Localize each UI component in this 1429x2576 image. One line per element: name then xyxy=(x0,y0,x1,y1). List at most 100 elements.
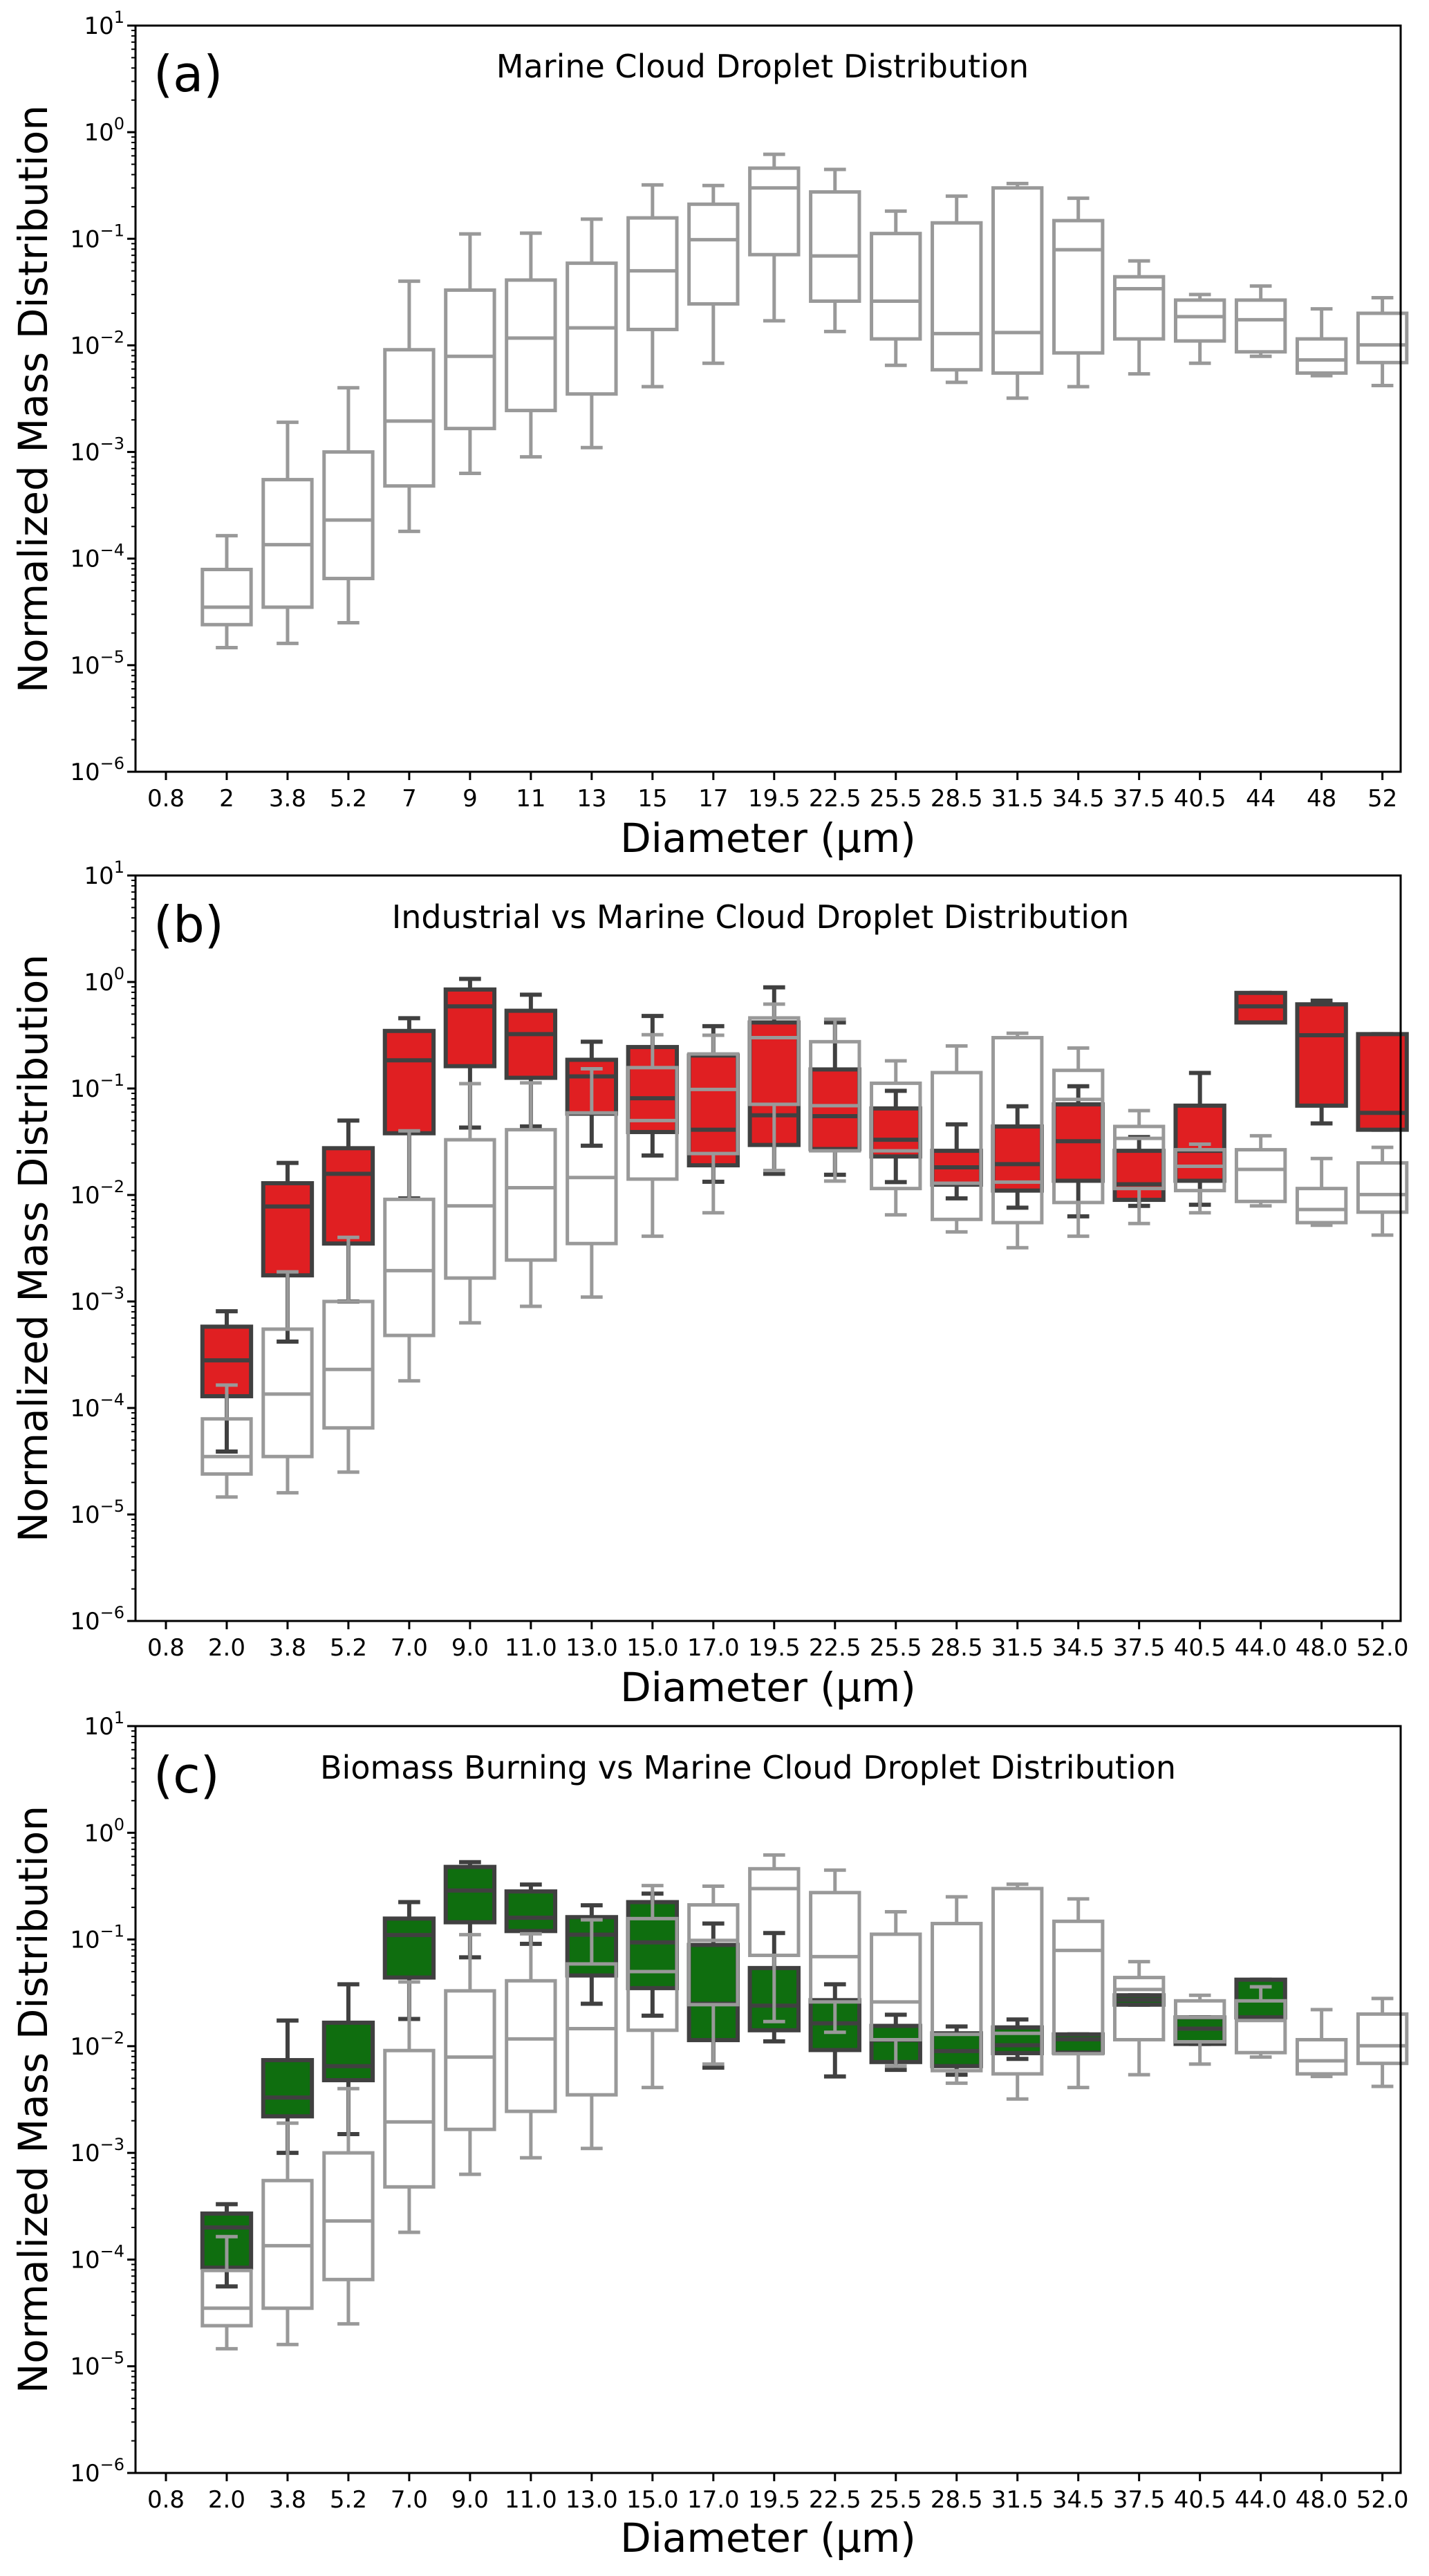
box-iqr xyxy=(991,2025,1044,2055)
box-iqr xyxy=(443,987,497,1068)
box-industrial-22.5 xyxy=(808,1020,861,1177)
box-iqr xyxy=(1234,298,1287,354)
box-marine-44.0 xyxy=(1234,1133,1287,1208)
box-marine-9.0 xyxy=(444,1082,496,1325)
box-iqr xyxy=(809,1039,861,1153)
y-tick-base: 10 xyxy=(70,2353,100,2381)
y-tick-base: 10 xyxy=(84,1819,113,1847)
y-tick-label: 101 xyxy=(84,858,124,890)
panel-c: (c) Biomass Burning vs Marine Cloud Drop… xyxy=(10,1746,1176,2561)
x-tick-label: 11.0 xyxy=(505,1634,557,1662)
y-tick-base: 10 xyxy=(70,225,100,253)
box-marine-31.5 xyxy=(991,1031,1044,1250)
x-tick-label: 2.0 xyxy=(208,1634,245,1662)
x-tick-label: 48.0 xyxy=(1296,1634,1348,1662)
box-iqr xyxy=(321,2020,375,2083)
box-iqr xyxy=(931,1922,983,2073)
box-iqr xyxy=(505,1128,557,1262)
box-iqr xyxy=(322,450,375,581)
box-iqr xyxy=(1295,1002,1348,1108)
y-tick-exponent: −4 xyxy=(100,2241,124,2261)
box-marine-9.0 xyxy=(444,1933,496,2176)
box-iqr xyxy=(261,1180,315,1278)
x-tick-label: 2.0 xyxy=(208,2486,245,2514)
y-tick-exponent: −1 xyxy=(100,221,124,240)
box-marine-22.5 xyxy=(809,1017,861,1183)
y-tick-base: 10 xyxy=(84,1713,113,1741)
box-marine-17.0 xyxy=(687,1033,740,1215)
y-tick-label: 100 xyxy=(84,114,124,147)
box-marine-28.5 xyxy=(931,194,983,384)
box-iqr xyxy=(322,1299,375,1430)
y-tick-base: 10 xyxy=(70,2460,100,2487)
x-tick-label: 31.5 xyxy=(991,785,1044,813)
x-tick-label: 5.2 xyxy=(330,1634,367,1662)
x-tick-label: 15.0 xyxy=(626,2486,679,2514)
x-tick-label: 0.8 xyxy=(147,1634,185,1662)
box-marine-22.5 xyxy=(809,1868,861,2035)
box-marine-11 xyxy=(505,231,557,459)
box-iqr xyxy=(748,1866,801,1958)
x-tick-label: 13.0 xyxy=(566,2486,618,2514)
box-iqr xyxy=(991,1036,1044,1225)
x-tick-label: 48 xyxy=(1307,785,1336,813)
box-marine-37.5 xyxy=(1112,1109,1166,1225)
y-tick-exponent: 1 xyxy=(114,858,124,877)
box-iqr xyxy=(444,1989,496,2131)
box-marine-2 xyxy=(200,534,253,650)
panel-c-ylabel: Normalized Mass Distribution xyxy=(10,1806,57,2393)
box-iqr xyxy=(383,2048,436,2189)
box-industrial-31.5 xyxy=(991,1104,1044,1210)
x-tick-label: 5.2 xyxy=(330,2486,367,2514)
panel-b-ylabel: Normalized Mass Distribution xyxy=(10,954,57,1542)
y-tick-label: 10−5 xyxy=(70,647,124,680)
box-iqr xyxy=(626,216,679,331)
box-marine-40.5 xyxy=(1173,1142,1226,1215)
y-tick-label: 101 xyxy=(84,1708,124,1741)
x-tick-label: 52.0 xyxy=(1356,2486,1409,2514)
box-marine-48 xyxy=(1295,307,1348,378)
box-marine-34.5 xyxy=(1052,1897,1105,2090)
box-industrial-28.5 xyxy=(930,1122,983,1201)
box-marine-5.2 xyxy=(322,1235,375,1474)
x-tick-label: 17.0 xyxy=(687,1634,740,1662)
box-iqr xyxy=(1234,1148,1287,1203)
x-tick-label: 5.2 xyxy=(330,785,367,813)
box-iqr xyxy=(687,1053,740,1168)
y-tick-base: 10 xyxy=(70,2033,100,2061)
x-tick-label: 25.5 xyxy=(870,1634,922,1662)
x-tick-label: 3.8 xyxy=(269,2486,306,2514)
box-industrial-3.8 xyxy=(261,1160,315,1344)
y-tick-exponent: 1 xyxy=(114,8,124,27)
box-marine-25.5 xyxy=(870,1059,922,1217)
box-iqr xyxy=(200,567,253,627)
box-iqr xyxy=(505,278,557,413)
x-tick-label: 19.5 xyxy=(748,1634,801,1662)
box-marine-3.8 xyxy=(261,2121,314,2346)
box-marine-48.0 xyxy=(1295,1156,1348,1227)
box-marine-9 xyxy=(444,232,496,476)
box-marine-37.5 xyxy=(1112,259,1166,376)
box-marine-52 xyxy=(1356,296,1409,388)
x-tick-label: 52 xyxy=(1367,785,1397,813)
y-tick-label: 10−4 xyxy=(70,1390,124,1423)
box-biomass-34.5 xyxy=(1052,2032,1105,2055)
box-biomass-9.0 xyxy=(443,1860,497,1960)
x-tick-label: 2 xyxy=(219,785,234,813)
y-tick-label: 10−2 xyxy=(70,2028,124,2061)
panel-c-title: Biomass Burning vs Marine Cloud Droplet … xyxy=(320,1749,1176,1786)
y-tick-exponent: −5 xyxy=(100,2348,124,2368)
box-biomass-37.5 xyxy=(1112,1993,1166,2007)
x-tick-label: 9 xyxy=(463,785,478,813)
box-marine-2.0 xyxy=(200,1383,253,1499)
y-tick-label: 10−6 xyxy=(70,2455,124,2487)
box-marine-40.5 xyxy=(1173,293,1226,365)
x-tick-label: 15 xyxy=(637,785,667,813)
y-tick-exponent: −3 xyxy=(100,2135,124,2154)
box-marine-13.0 xyxy=(566,1918,618,2151)
box-iqr xyxy=(1112,1976,1166,2041)
panel-b-xlabel: Diameter (μm) xyxy=(620,1664,916,1711)
box-marine-31.5 xyxy=(991,181,1044,400)
y-tick-label: 10−1 xyxy=(70,1071,124,1103)
